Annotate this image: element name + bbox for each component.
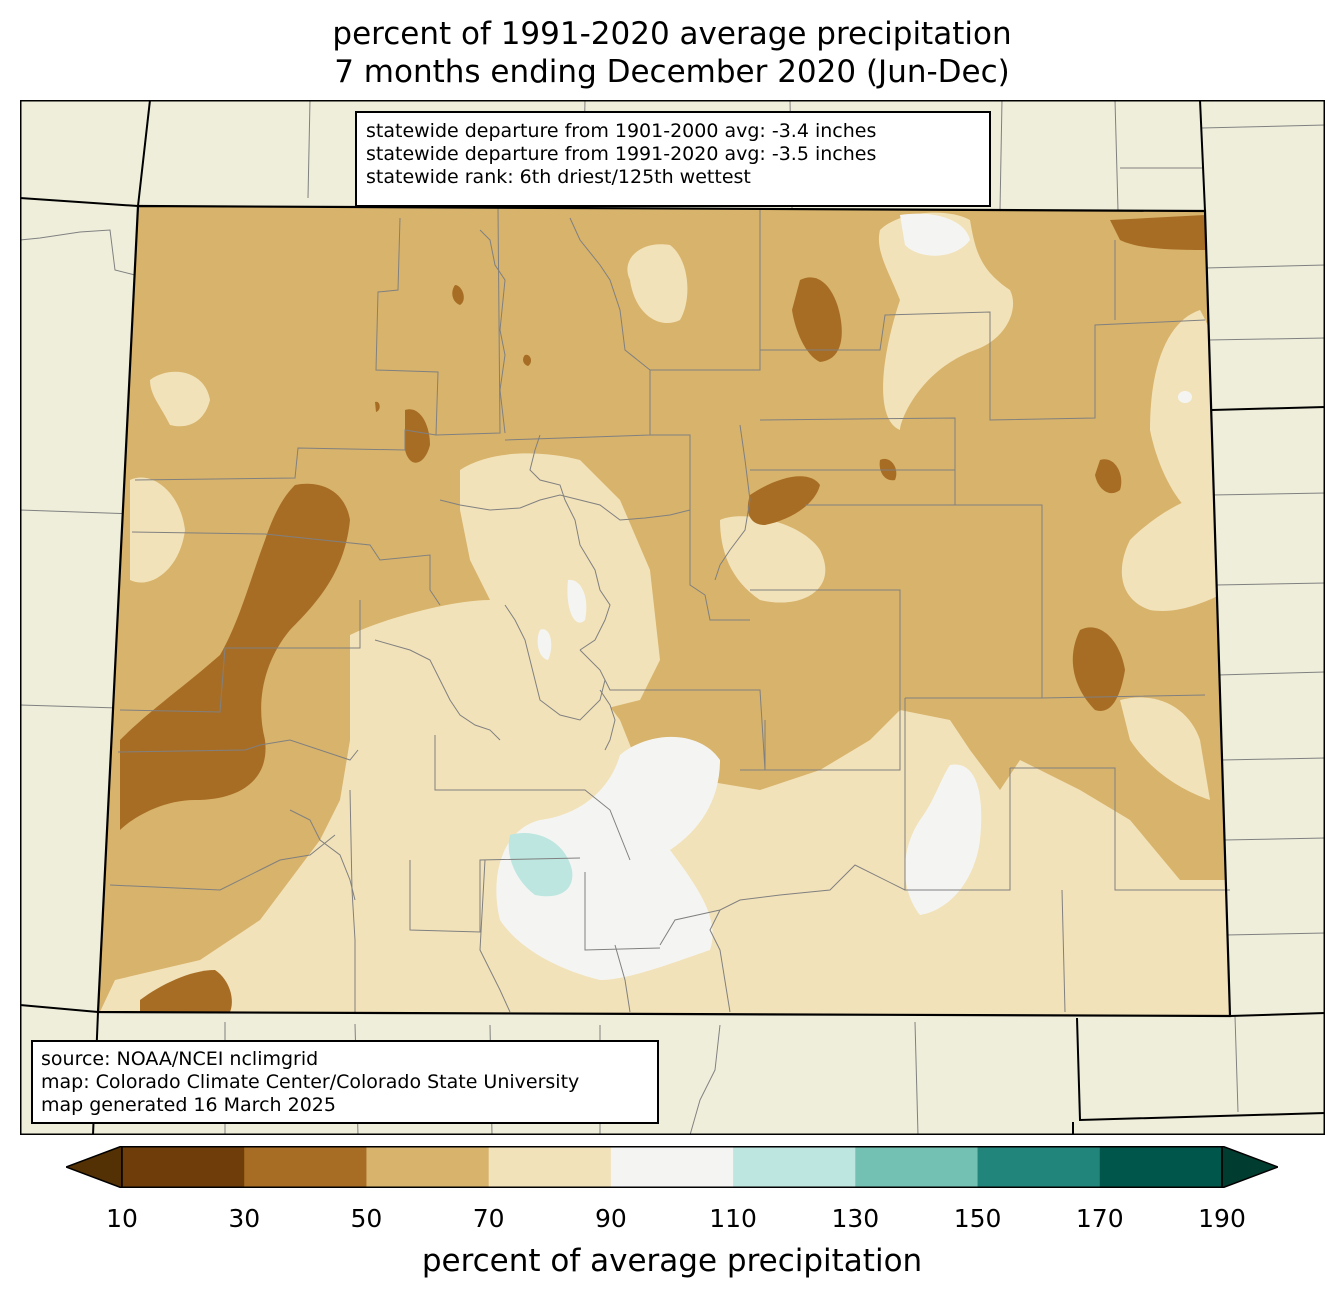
stats-rank: statewide rank: 6th driest/125th wettest	[366, 166, 751, 188]
colorado-county-lines	[109, 207, 1230, 1013]
colorbar-extend-low	[66, 1146, 123, 1188]
colorbar-tick-150: 150	[953, 1204, 1002, 1233]
statewide-stats-box: statewide departure from 1901-2000 avg: …	[355, 111, 991, 207]
colorbar-tick-70: 70	[472, 1204, 505, 1233]
colorbar-tick-110: 110	[709, 1204, 757, 1233]
colorbar	[66, 1146, 1278, 1188]
map-credit-line: map: Colorado Climate Center/Colorado St…	[41, 1071, 580, 1093]
colorbar-bin-90-110	[610, 1146, 734, 1188]
colorado-precip-field	[98, 206, 1230, 1016]
colorbar-bin-130-150	[855, 1146, 979, 1188]
colorbar-bin-150-170	[977, 1146, 1101, 1188]
colorbar-bin-10-30	[122, 1146, 245, 1188]
colorbar-tick-10: 10	[106, 1204, 138, 1233]
map-title-line1: percent of 1991-2020 average precipitati…	[332, 16, 1012, 52]
map-title-line2: 7 months ending December 2020 (Jun-Dec)	[334, 54, 1010, 90]
source-line: source: NOAA/NCEI nclimgrid	[41, 1048, 319, 1070]
colorbar-tick-190: 190	[1198, 1204, 1246, 1233]
colorbar-tick-90: 90	[594, 1204, 627, 1233]
source-box: source: NOAA/NCEI nclimgrid map: Colorad…	[31, 1040, 659, 1124]
stats-departure-1991-2020: statewide departure from 1991-2020 avg: …	[366, 143, 877, 165]
colorbar-bin-170-190	[1099, 1146, 1223, 1188]
colorbar-bin-110-130	[733, 1146, 856, 1188]
colorbar-bin-50-70	[366, 1146, 490, 1188]
colorbar-bin-30-50	[244, 1146, 367, 1188]
colorbar-extend-high	[1221, 1146, 1278, 1188]
colorbar-tick-50: 50	[350, 1204, 383, 1233]
colorbar-frame	[121, 1146, 1223, 1188]
stats-departure-1901-2000: statewide departure from 1901-2000 avg: …	[366, 120, 877, 142]
colorbar-tick-170: 170	[1075, 1204, 1124, 1233]
colorbar-bin-70-90	[488, 1146, 612, 1188]
colorbar-tick-30: 30	[228, 1204, 261, 1233]
colorbar-tick-130: 130	[831, 1204, 880, 1233]
colorbar-label: percent of average precipitation	[421, 1243, 923, 1279]
precipitation-map	[20, 100, 1325, 1135]
map-generated-line: map generated 16 March 2025	[41, 1094, 336, 1116]
